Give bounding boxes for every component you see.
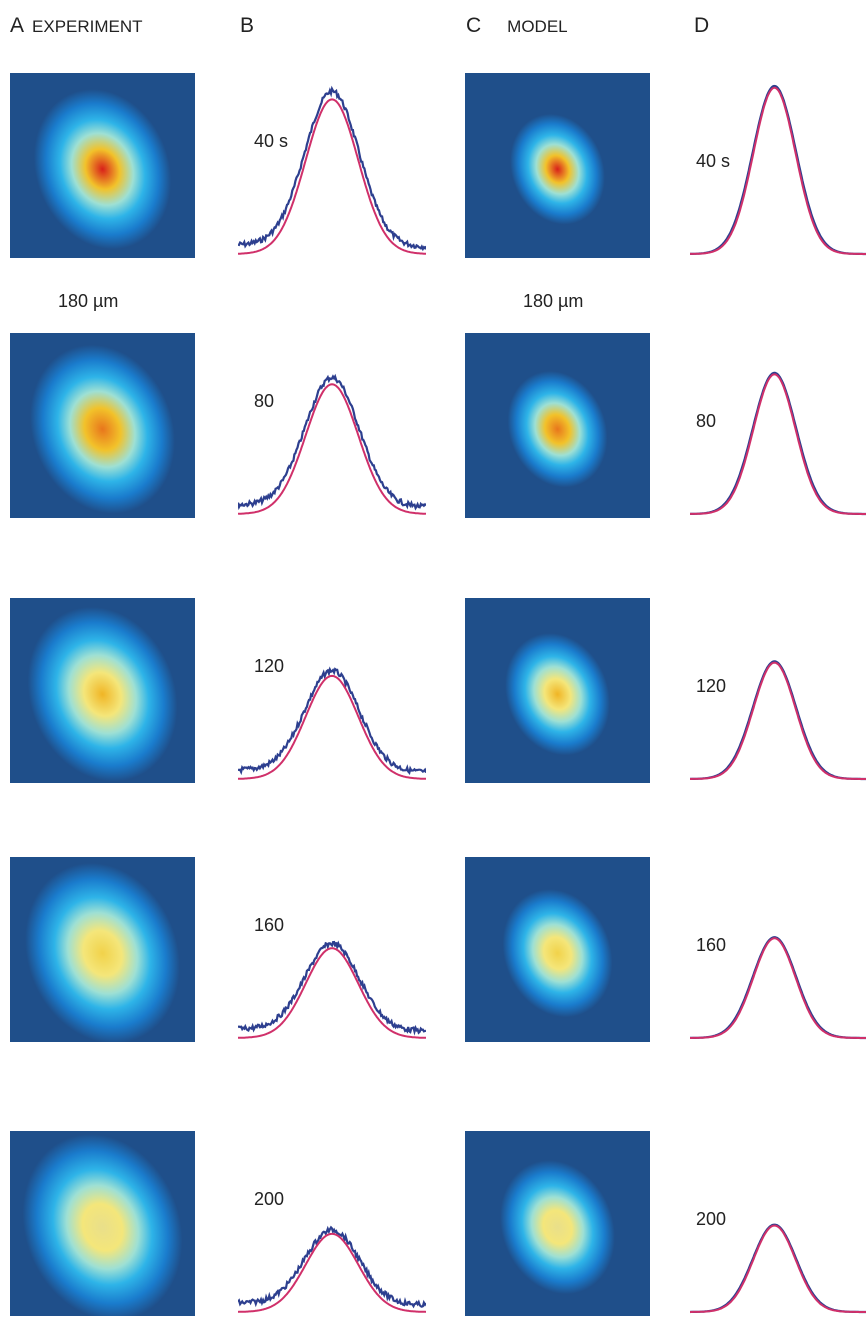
time-label-b-1: 40 s — [254, 131, 289, 151]
experiment-image-5 — [10, 1131, 195, 1316]
time-label-b-3: 120 — [254, 656, 285, 676]
time-label-d-1: 40 s — [696, 151, 731, 171]
measured-trace — [237, 940, 427, 1036]
model-profile-5 — [689, 1131, 866, 1316]
experiment-profile-4 — [237, 857, 427, 1042]
model-profile-3 — [690, 598, 866, 783]
measured-trace — [237, 666, 428, 776]
experiment-profile-1 — [237, 73, 427, 258]
measured-trace — [236, 373, 427, 511]
scale-bar-model: 180 µm — [523, 291, 584, 311]
header-d: D — [694, 14, 709, 38]
scale-bar-experiment: 180 µm — [58, 291, 119, 311]
model-trace — [689, 1223, 866, 1314]
experiment-profile-2 — [236, 333, 427, 518]
fit-trace — [690, 937, 866, 1039]
time-label-b-4: 160 — [254, 915, 285, 935]
header-a-text: EXPERIMENT — [32, 17, 143, 36]
model-image-1 — [465, 73, 650, 258]
fluorescence-spot — [502, 889, 613, 1018]
fit-trace — [690, 86, 866, 255]
experiment-image-2 — [10, 333, 195, 518]
fit-trace — [237, 1232, 427, 1313]
fit-trace — [238, 98, 426, 255]
header-c: C MODEL — [466, 14, 568, 38]
header-c-text: MODEL — [507, 17, 568, 36]
time-label-b-5: 200 — [254, 1189, 285, 1209]
header-a: A EXPERIMENT — [10, 14, 143, 38]
experiment-profile-5 — [237, 1131, 427, 1316]
fit-trace — [690, 1224, 866, 1313]
time-label-b-2: 80 — [254, 391, 275, 411]
fluorescence-spot — [500, 1160, 615, 1295]
fit-trace — [237, 383, 427, 515]
fluorescence-spot — [505, 633, 610, 756]
fluorescence-spot — [27, 606, 178, 782]
model-profile-4 — [690, 857, 866, 1042]
fluorescence-spot — [507, 371, 608, 488]
experiment-image-1 — [10, 73, 195, 258]
fluorescence-spot — [510, 113, 605, 225]
model-trace — [690, 371, 866, 516]
header-c-letter: C — [466, 14, 482, 37]
time-label-d-4: 160 — [696, 935, 727, 955]
fluorescence-spot — [22, 1134, 183, 1316]
fit-trace — [690, 661, 866, 780]
experiment-image-3 — [10, 598, 195, 783]
measured-trace — [237, 1225, 427, 1309]
model-profile-1 — [690, 73, 866, 258]
fit-trace — [238, 947, 426, 1039]
measured-trace — [237, 85, 427, 252]
header-d-letter: D — [694, 14, 710, 37]
model-image-4 — [465, 857, 650, 1042]
fit-trace — [689, 373, 866, 515]
model-profile-2 — [689, 333, 866, 518]
time-label-d-5: 200 — [696, 1209, 727, 1229]
fluorescence-spot — [25, 863, 180, 1042]
experiment-profile-3 — [237, 598, 428, 783]
model-image-2 — [465, 333, 650, 518]
model-image-3 — [465, 598, 650, 783]
header-a-letter: A — [10, 14, 25, 37]
header-b-letter: B — [240, 14, 255, 37]
fluorescence-spot — [33, 89, 172, 250]
fit-trace — [238, 674, 426, 780]
time-label-d-2: 80 — [696, 411, 717, 431]
fluorescence-spot — [30, 344, 175, 514]
header-b: B — [240, 14, 254, 38]
time-label-d-3: 120 — [696, 676, 727, 696]
model-image-5 — [465, 1131, 650, 1316]
experiment-image-4 — [10, 857, 195, 1042]
